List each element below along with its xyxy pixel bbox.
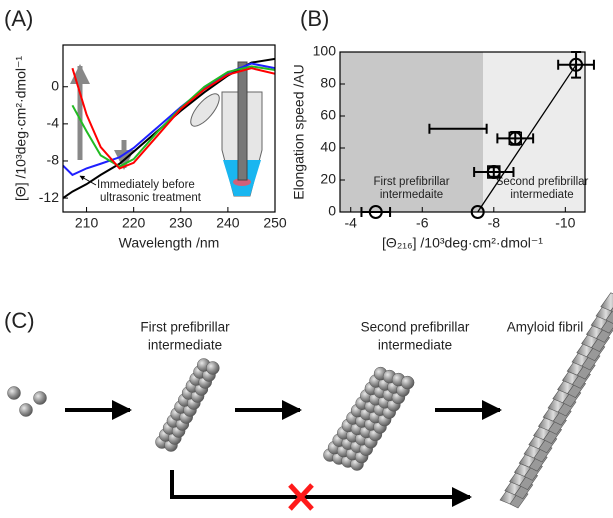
pathway-arrows [65,400,502,511]
x-error-bar [428,123,488,134]
y-tick-label: 80 [320,75,336,91]
stage-label: intermediate [148,338,222,353]
data-point [569,57,584,72]
y-tick-label: 100 [313,43,337,59]
stage-label: First prefibrillar [140,320,230,335]
x-tick-label: -10 [555,215,575,231]
fibril-segment [600,292,613,312]
x-tick-label: 250 [263,215,287,231]
y-tick-label: -8 [47,152,60,168]
sphere [206,361,220,375]
sphere [7,386,21,400]
sphere [400,375,415,390]
data-point-square [508,131,523,146]
sphere [19,403,33,417]
x-tick-label: 220 [122,215,146,231]
y-tick-label: 0 [328,203,336,219]
region-label: First prefibrillar [374,176,450,188]
x-axis-label: [Θ₂₁₆] /10³deg·cm²·dmol⁻¹ [382,235,543,251]
sphere [33,391,47,405]
fibril-segment [610,307,613,313]
y-tick-label: 0 [51,77,59,93]
region [483,52,585,212]
x-tick-label: -4 [345,215,358,231]
x-tick-label: -8 [488,215,501,231]
stage-label: Second prefibrillar [361,320,470,335]
plot-frame [62,44,276,213]
y-axis-label: Elongation speed /AU [291,64,307,199]
annotation: Immediately before [97,179,195,191]
plot-frame [339,51,586,213]
panel-label: (A) [4,6,33,31]
panel-label: (C) [4,308,35,333]
spectrum-line [71,65,275,168]
region-label: intermediate [510,189,573,201]
y-tick-label: 40 [320,139,336,155]
annotation: ultrasonic treatment [100,192,202,204]
x-tick-label: -6 [416,215,429,231]
y-tick-label: 20 [320,171,336,187]
data-point-square [487,165,501,179]
spectrum-line [71,67,275,170]
stage-label: Amyloid fibril [507,320,584,335]
region-label: Second prefibrillar [496,176,589,188]
monomers [7,292,613,509]
region-label: intermedaite [380,189,443,201]
x-tick-label: 240 [216,215,240,231]
annotation-arrow [79,175,97,186]
x-tick-label: 210 [75,215,99,231]
y-axis-label: [Θ] /10³deg·cm²·dmol⁻¹ [13,56,29,201]
y-tick-label: 60 [320,107,336,123]
stage-label: intermediate [378,338,452,353]
y-tick-label: -4 [47,115,60,131]
x-tick-label: 230 [169,215,193,231]
y-tick-label: -12 [39,189,59,205]
x-axis-label: Wavelength /nm [119,235,220,251]
region [340,52,484,212]
sonication-tube [70,61,263,197]
panel-label: (B) [300,6,329,31]
